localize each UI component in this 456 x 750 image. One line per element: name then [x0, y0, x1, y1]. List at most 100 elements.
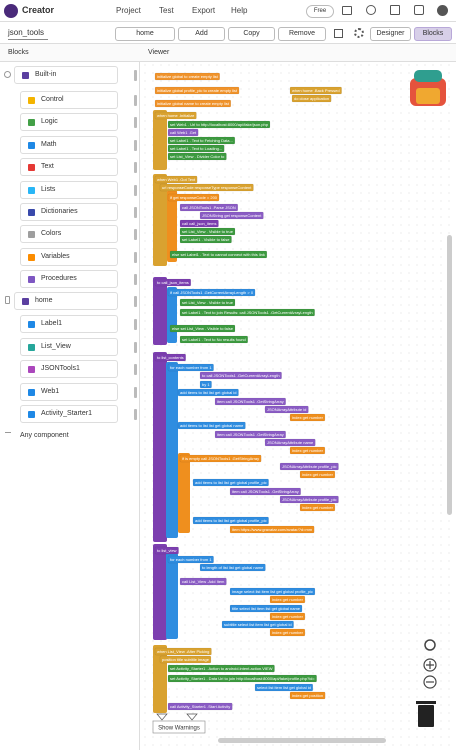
plan-button[interactable]: Free — [306, 5, 334, 18]
block-label: index get number — [272, 630, 304, 635]
gallery-icon[interactable] — [390, 5, 400, 15]
horizontal-scrollbar — [218, 738, 386, 743]
component-item[interactable]: List_View — [20, 337, 137, 356]
drag-handle — [134, 296, 137, 307]
block — [192, 516, 269, 525]
builtin-item[interactable]: Dictionaries — [20, 203, 137, 221]
card-label: Procedures — [41, 275, 77, 283]
component-item[interactable]: Label1 — [20, 315, 137, 333]
block-body — [153, 277, 167, 345]
github-icon[interactable] — [366, 5, 376, 15]
copy-screen-button[interactable]: Copy — [228, 27, 275, 41]
logo-icon[interactable] — [4, 4, 18, 18]
block — [291, 94, 332, 103]
docs-icon[interactable] — [414, 5, 424, 15]
block — [179, 219, 219, 228]
block-label: for each number from 1 — [170, 557, 212, 562]
settings-icon[interactable] — [354, 28, 364, 38]
drag-handle — [134, 364, 137, 375]
block — [264, 405, 309, 414]
drag-handle — [134, 162, 137, 174]
block — [154, 175, 198, 184]
card-icon — [28, 276, 35, 284]
card-icon — [28, 321, 35, 328]
card-label: Control — [41, 96, 64, 103]
block-label: to call JSONTools1 .GetCurrentArrayLengt… — [202, 373, 280, 378]
block — [177, 421, 246, 430]
block-label: to list_contents — [157, 355, 184, 360]
logo-text[interactable]: Creator — [22, 5, 55, 15]
menu-item[interactable]: Help — [231, 6, 248, 15]
account-icon[interactable] — [437, 5, 448, 16]
block — [154, 647, 212, 656]
menu-item[interactable]: Export — [192, 6, 216, 15]
block-label: add items to list list get global id — [180, 390, 236, 395]
block-label: index get number — [272, 597, 304, 602]
block — [159, 183, 254, 192]
builtin-item[interactable]: Variables — [20, 247, 137, 266]
block-label: JSONArrayAttribute profile_pic — [282, 497, 336, 502]
block-label: by 1 — [202, 382, 210, 387]
block-label: else set Label1 . Text to cannot connect… — [172, 252, 265, 257]
any-component[interactable]: Any component — [20, 432, 69, 439]
block — [154, 353, 186, 362]
block-label: add items to list list get global profil… — [195, 480, 267, 485]
block — [289, 446, 326, 455]
block-body — [178, 453, 190, 533]
drag-handle — [134, 386, 137, 398]
block — [167, 674, 317, 683]
builtin-item[interactable]: Procedures — [20, 270, 137, 289]
screen-item[interactable]: home — [14, 292, 137, 310]
block-label: position title subtitle image — [162, 657, 210, 662]
block — [199, 211, 264, 220]
block-label: set List_View . Divider Color to — [170, 154, 225, 159]
block-label: else set List_View . Visible to false — [172, 326, 234, 331]
builtin-item[interactable]: Colors — [20, 225, 137, 244]
block — [179, 227, 236, 236]
block — [154, 546, 179, 555]
builtin-category[interactable]: Built-in — [14, 66, 137, 84]
block — [167, 555, 214, 564]
block-label: item call JSONTools1 .GetStringArray — [217, 399, 284, 404]
builtin-item[interactable]: Text — [20, 158, 137, 177]
card-label: Lists — [41, 185, 56, 193]
component-item[interactable]: Activity_Starter1 — [20, 405, 137, 423]
screen-select[interactable]: home — [115, 27, 175, 41]
builtin-item[interactable]: Math — [20, 135, 137, 154]
designer-button[interactable]: Designer — [370, 27, 411, 41]
card-label: Logic — [41, 118, 58, 126]
toolbar-icon[interactable] — [334, 29, 343, 38]
menu-item[interactable]: Test — [159, 6, 174, 15]
card-label: Web1 — [41, 387, 60, 395]
block — [154, 72, 220, 81]
block — [154, 111, 197, 120]
block — [167, 152, 227, 161]
menu-item[interactable]: Project — [116, 6, 141, 15]
add-toggle — [5, 432, 11, 438]
block-label: JSONString get responseContent — [202, 213, 262, 218]
block-body — [153, 645, 167, 713]
card-icon — [28, 164, 35, 172]
folder-icon[interactable] — [342, 6, 352, 15]
project-name[interactable]: json_tools — [8, 28, 45, 37]
drag-handle — [134, 341, 137, 353]
block — [177, 388, 239, 397]
remove-screen-button[interactable]: Remove — [278, 27, 326, 41]
block — [169, 250, 268, 259]
block-label: JSONArrayAttribute profile_pic — [282, 464, 336, 469]
builtin-item[interactable]: Lists — [20, 180, 137, 199]
component-item[interactable]: Web1 — [20, 382, 137, 401]
add-screen-button[interactable]: Add — [178, 27, 225, 41]
card-icon — [28, 411, 35, 418]
block-label: index get number — [302, 472, 334, 477]
block — [167, 120, 271, 129]
builtin-item[interactable]: Logic — [20, 113, 137, 132]
builtin-item[interactable]: Control — [20, 91, 137, 109]
trash-lid — [416, 701, 436, 704]
blocks-button[interactable]: Blocks — [414, 27, 452, 41]
block — [254, 683, 313, 692]
block-label: title select list item list get global n… — [232, 606, 301, 611]
block — [199, 563, 266, 572]
component-item[interactable]: JSONTools1 — [20, 360, 137, 378]
